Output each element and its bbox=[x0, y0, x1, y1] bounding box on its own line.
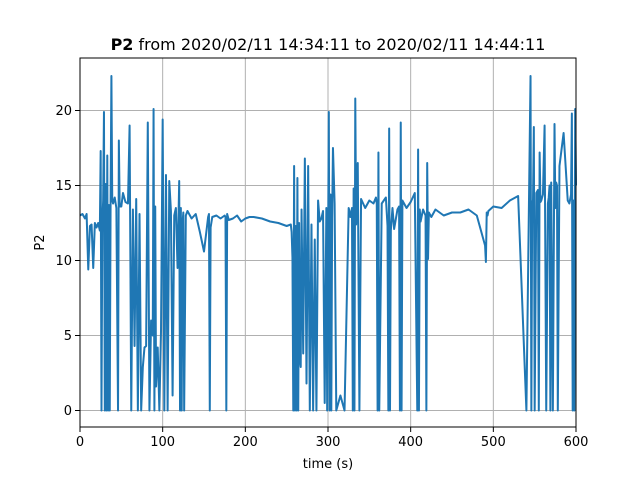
chart-title-rest: from 2020/02/11 14:34:11 to 2020/02/11 1… bbox=[133, 35, 545, 54]
x-tick-label: 200 bbox=[233, 435, 258, 450]
y-tick-label: 10 bbox=[55, 254, 72, 269]
plot-frame bbox=[79, 57, 577, 428]
x-tick-label: 600 bbox=[564, 435, 589, 450]
series-line-p2 bbox=[79, 75, 577, 412]
y-tick-label: 5 bbox=[64, 329, 72, 344]
x-tick-label: 400 bbox=[398, 435, 423, 450]
x-axis-ticks: 0 100 200 300 400 500 600 bbox=[76, 427, 589, 450]
x-axis-label: time (s) bbox=[303, 457, 353, 472]
x-tick-label: 100 bbox=[150, 435, 175, 450]
y-axis-ticks: 0 5 10 15 20 bbox=[55, 104, 80, 419]
y-axis-label: P2 bbox=[33, 234, 48, 250]
x-tick-label: 0 bbox=[76, 435, 84, 450]
x-tick-label: 500 bbox=[481, 435, 506, 450]
series-group bbox=[79, 75, 577, 412]
x-tick-label: 300 bbox=[316, 435, 341, 450]
y-tick-label: 0 bbox=[64, 404, 72, 419]
y-tick-label: 20 bbox=[55, 104, 72, 119]
y-tick-label: 15 bbox=[55, 179, 72, 194]
chart-title-bold: P2 bbox=[111, 35, 134, 54]
chart-title: P2 from 2020/02/11 14:34:11 to 2020/02/1… bbox=[111, 35, 546, 54]
